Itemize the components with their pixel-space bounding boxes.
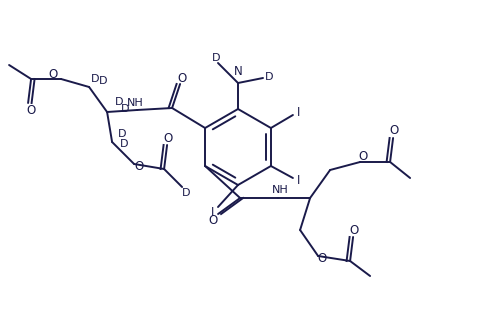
Text: D: D xyxy=(118,129,126,139)
Text: O: O xyxy=(134,161,143,173)
Text: D: D xyxy=(121,104,130,114)
Text: O: O xyxy=(26,103,36,116)
Text: N: N xyxy=(234,65,242,78)
Text: NH: NH xyxy=(126,98,144,108)
Text: D: D xyxy=(91,74,100,84)
Text: D: D xyxy=(115,97,124,107)
Text: D: D xyxy=(265,72,273,82)
Text: O: O xyxy=(318,252,326,266)
Text: I: I xyxy=(297,174,300,188)
Text: O: O xyxy=(164,132,172,145)
Text: D: D xyxy=(99,76,108,86)
Text: NH: NH xyxy=(272,185,288,195)
Text: O: O xyxy=(208,213,218,227)
Text: O: O xyxy=(358,150,368,164)
Text: D: D xyxy=(182,188,190,198)
Text: O: O xyxy=(49,68,58,81)
Text: I: I xyxy=(210,205,214,219)
Text: O: O xyxy=(178,71,186,84)
Text: O: O xyxy=(390,124,398,138)
Text: I: I xyxy=(297,106,300,118)
Text: O: O xyxy=(350,223,358,236)
Text: D: D xyxy=(120,139,128,149)
Text: D: D xyxy=(212,53,220,63)
